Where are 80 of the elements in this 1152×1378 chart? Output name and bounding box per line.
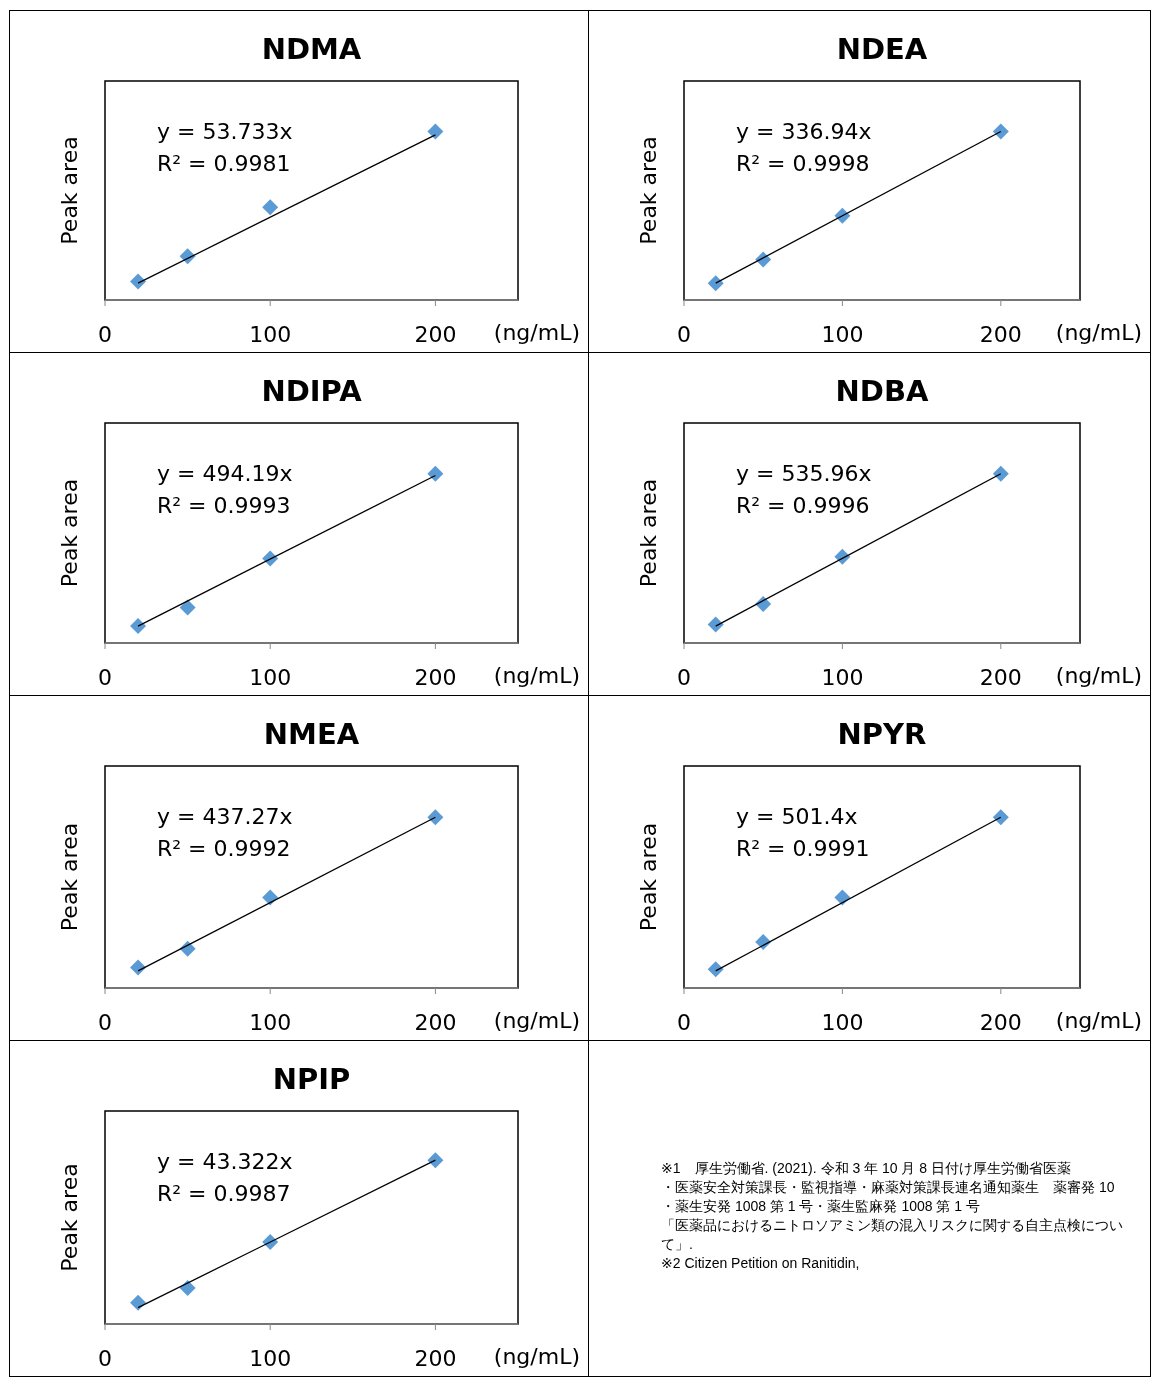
x-tick-label: 0	[98, 665, 112, 690]
annotation: y = 501.4x	[736, 804, 858, 829]
x-tick-label: 200	[414, 322, 457, 347]
x-axis-title: (ng/mL)	[1055, 1008, 1142, 1033]
y-axis-title: Peak area	[57, 822, 82, 932]
y-axis-title: Peak area	[636, 478, 661, 588]
x-tick-label: 0	[677, 322, 691, 347]
point	[130, 618, 147, 635]
point	[262, 889, 279, 906]
annotation: R² = 0.9996	[736, 493, 870, 518]
x-tick-label: 100	[249, 322, 292, 347]
x-tick-label: 100	[249, 1346, 292, 1371]
point	[130, 959, 147, 976]
point	[130, 273, 147, 290]
x-tick-label: 200	[979, 1010, 1022, 1035]
point	[992, 123, 1009, 140]
point	[130, 1294, 147, 1311]
x-tick-label: 200	[979, 322, 1022, 347]
x-axis-title: (ng/mL)	[493, 320, 580, 345]
point	[262, 199, 279, 216]
text: 「医薬品におけるニトロソアミン類の混入リスクに関する自主点検について」.	[661, 1216, 1124, 1254]
point	[834, 889, 851, 906]
x-axis-title: (ng/mL)	[493, 1008, 580, 1033]
chart-title: NPIP	[272, 1062, 351, 1096]
x-tick-label: 200	[414, 665, 457, 690]
chart-title: NPYR	[837, 717, 927, 751]
point	[179, 1279, 196, 1296]
text: ※1 厚生労働省. (2021). 令和 3 年 10 月 8 日付け厚生労働省医薬	[661, 1159, 1073, 1178]
x-axis-title: (ng/mL)	[493, 1344, 580, 1369]
annotation: y = 336.94x	[736, 119, 872, 144]
point	[707, 275, 724, 292]
point	[179, 599, 196, 616]
text: ・薬生安発 1008 第 1 号・薬生監麻発 1008 第 1 号	[661, 1197, 981, 1216]
x-tick-label: 100	[821, 665, 864, 690]
annotation: y = 43.322x	[157, 1149, 293, 1174]
y-axis-title: Peak area	[57, 478, 82, 588]
annotation: R² = 0.9991	[736, 836, 870, 861]
chart-title: NDIPA	[261, 374, 363, 408]
point	[707, 616, 724, 633]
chart-title: NDMA	[261, 32, 362, 66]
x-tick-label: 100	[821, 1010, 864, 1035]
point	[992, 809, 1009, 826]
chart-title: NDEA	[836, 32, 928, 66]
x-axis-title: (ng/mL)	[1055, 663, 1142, 688]
x-tick-label: 0	[98, 322, 112, 347]
x-tick-label: 0	[98, 1010, 112, 1035]
chart-title: NMEA	[263, 717, 360, 751]
point	[427, 1152, 444, 1169]
x-tick-label: 100	[821, 322, 864, 347]
annotation: R² = 0.9981	[157, 151, 291, 176]
annotation: y = 53.733x	[157, 119, 293, 144]
x-axis-title: (ng/mL)	[493, 663, 580, 688]
x-axis-title: (ng/mL)	[1055, 320, 1142, 345]
annotation: y = 494.19x	[157, 461, 293, 486]
annotation: y = 535.96x	[736, 461, 872, 486]
x-tick-label: 0	[98, 1346, 112, 1371]
x-tick-label: 200	[979, 665, 1022, 690]
x-tick-label: 100	[249, 1010, 292, 1035]
y-axis-title: Peak area	[636, 822, 661, 932]
text: ※2 Citizen Petition on Ranitidin,	[661, 1254, 861, 1273]
text: ・医薬安全対策課長・監視指導・麻薬対策課長連名通知薬生 薬審発 10	[661, 1178, 1116, 1197]
annotation: y = 437.27x	[157, 804, 293, 829]
x-tick-label: 0	[677, 1010, 691, 1035]
y-axis-title: Peak area	[636, 136, 661, 245]
x-tick-label: 0	[677, 665, 691, 690]
y-axis-title: Peak area	[57, 136, 82, 245]
point	[427, 465, 444, 482]
y-axis-title: Peak area	[57, 1163, 82, 1272]
annotation: R² = 0.9992	[157, 836, 291, 861]
annotation: R² = 0.9998	[736, 151, 870, 176]
point	[992, 465, 1009, 482]
annotation: R² = 0.9987	[157, 1181, 291, 1206]
point	[707, 961, 724, 978]
x-tick-label: 100	[249, 665, 292, 690]
chart-title: NDBA	[835, 374, 929, 408]
x-tick-label: 200	[414, 1346, 457, 1371]
point	[427, 809, 444, 826]
annotation: R² = 0.9993	[157, 493, 291, 518]
point	[427, 123, 444, 140]
x-tick-label: 200	[414, 1010, 457, 1035]
